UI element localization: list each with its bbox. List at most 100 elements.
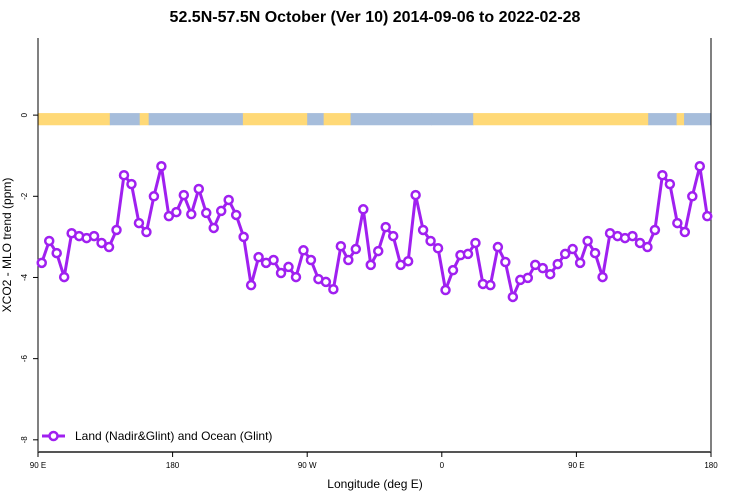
- y-tick-label: -6: [20, 355, 29, 363]
- data-point: [537, 262, 548, 274]
- data-point: [208, 222, 219, 234]
- data-point: [245, 279, 257, 291]
- data-point: [672, 217, 683, 229]
- data-point: [679, 226, 691, 238]
- data-point: [687, 191, 698, 202]
- data-point: [141, 226, 152, 238]
- data-point: [230, 209, 242, 221]
- data-point: [649, 224, 661, 236]
- data-point: [305, 254, 317, 266]
- data-point: [148, 191, 160, 202]
- legend-marker: [48, 430, 59, 442]
- data-point: [253, 251, 264, 263]
- data-point: [275, 267, 287, 279]
- x-tick-label: 180: [166, 461, 180, 470]
- y-tick-label: -4: [20, 273, 29, 281]
- legend-label: Land (Nadir&Glint) and Ocean (Glint): [75, 429, 272, 443]
- x-tick-label: 90 E: [568, 461, 584, 470]
- data-point: [283, 261, 294, 273]
- data-point: [702, 210, 713, 222]
- strip-land: [242, 113, 308, 126]
- data-point: [574, 257, 586, 269]
- series-group: [36, 161, 713, 303]
- data-point: [96, 237, 107, 249]
- data-point: [492, 241, 504, 253]
- data-point: [103, 241, 115, 253]
- data-point: [432, 242, 444, 254]
- data-point: [642, 241, 653, 253]
- data-point: [328, 283, 339, 295]
- axes: 90 E 180 90 W 0 90 E 180 0 -2 -4 -6 -8: [20, 38, 718, 470]
- strip-land: [473, 113, 649, 126]
- strip-ocean: [109, 113, 141, 126]
- data-point: [163, 210, 175, 222]
- data-point: [425, 235, 436, 247]
- data-point: [335, 240, 347, 252]
- strip-ocean: [148, 113, 244, 126]
- data-point: [343, 254, 354, 266]
- data-point: [238, 231, 249, 243]
- x-tick-label: 90 W: [298, 461, 317, 470]
- data-point: [201, 207, 212, 219]
- data-point: [485, 279, 496, 291]
- data-point: [51, 247, 62, 259]
- data-point: [657, 169, 668, 181]
- chart-title: 52.5N-57.5N October (Ver 10) 2014-09-06 …: [169, 9, 581, 26]
- x-tick-label: 0: [440, 461, 445, 470]
- data-point: [380, 221, 391, 233]
- x-tick-label: 180: [704, 461, 718, 470]
- data-point: [372, 245, 384, 257]
- data-point: [223, 194, 234, 206]
- data-point: [268, 254, 279, 266]
- y-axis-label: XCO2 - MLO trend (ppm): [0, 178, 14, 313]
- data-point: [470, 237, 481, 249]
- strip-land: [676, 113, 685, 126]
- data-point: [552, 258, 563, 270]
- strip-ocean: [684, 113, 712, 126]
- data-point: [500, 256, 511, 268]
- data-point: [88, 230, 100, 242]
- strip-land: [38, 113, 111, 126]
- data-point: [178, 189, 190, 201]
- data-point: [567, 243, 578, 255]
- data-point: [215, 205, 227, 217]
- data-point: [440, 284, 451, 296]
- strip-land: [139, 113, 150, 126]
- surface-strip: [38, 113, 712, 126]
- data-point: [320, 276, 332, 288]
- data-point: [350, 243, 362, 255]
- data-point: [664, 178, 676, 190]
- data-point: [358, 204, 369, 215]
- strip-ocean: [431, 113, 474, 126]
- data-point: [133, 217, 145, 229]
- data-point: [627, 230, 638, 242]
- data-point: [694, 161, 706, 172]
- data-point: [43, 235, 55, 247]
- data-point: [410, 189, 421, 201]
- strip-land: [323, 113, 352, 126]
- strip-ocean: [307, 113, 325, 126]
- y-tick-label: -8: [20, 436, 29, 444]
- data-point: [544, 268, 556, 280]
- x-tick-label: 90 E: [30, 461, 46, 470]
- data-point: [582, 235, 593, 247]
- x-axis-label: Longitude (deg E): [327, 477, 422, 491]
- data-point: [447, 264, 459, 276]
- data-point: [402, 255, 414, 267]
- data-point: [522, 272, 534, 284]
- data-point: [298, 245, 309, 256]
- data-point: [171, 206, 182, 218]
- data-point: [417, 224, 429, 236]
- y-tick-label: 0: [20, 112, 29, 117]
- data-point: [365, 259, 377, 271]
- strip-ocean: [648, 113, 678, 126]
- data-point: [58, 271, 70, 283]
- data-point: [462, 248, 474, 260]
- data-point: [634, 237, 646, 249]
- data-point: [589, 247, 601, 259]
- data-point: [156, 161, 167, 172]
- data-point: [597, 271, 608, 283]
- data-point: [126, 178, 137, 190]
